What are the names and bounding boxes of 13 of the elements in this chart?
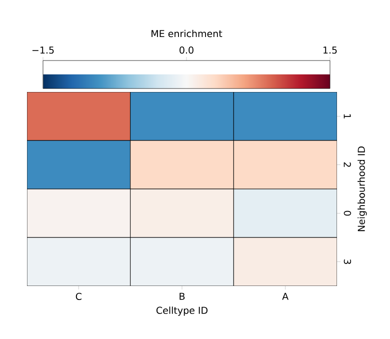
x-tick-label: B	[180, 292, 185, 300]
y-axis-title: Neighbourhood ID	[358, 146, 367, 232]
y-tick-label: 2	[344, 162, 351, 167]
color-bar-label: 0.0	[180, 46, 194, 54]
y-tick-label: 3	[344, 259, 352, 264]
y-tick-label: 1	[344, 114, 351, 118]
x-axis-title: Celltype ID	[156, 306, 208, 316]
x-tick-label: C	[76, 292, 82, 300]
y-tick-label: 0	[344, 210, 352, 216]
color-bar-label: −1.5	[32, 46, 54, 54]
color-bar-title: ME enrichment	[152, 30, 222, 38]
color-bar-label: 1.5	[323, 46, 337, 54]
x-tick-label: A	[282, 292, 289, 300]
